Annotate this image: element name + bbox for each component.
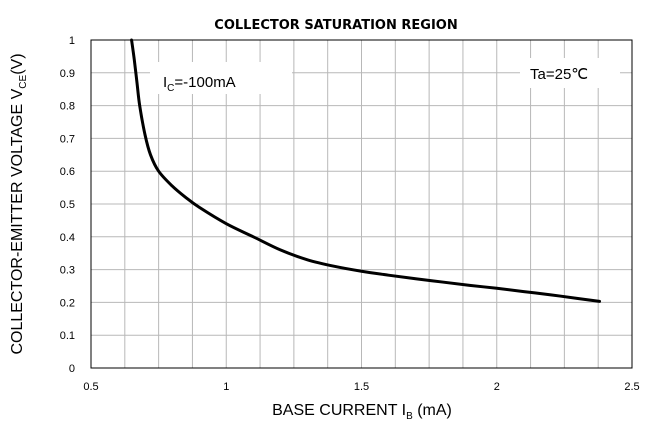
x-axis-label-subscript: B	[406, 411, 413, 422]
ic-annotation-background	[150, 62, 292, 94]
y-tick-label: 0.4	[60, 232, 75, 244]
x-axis-label-unit: (mA)	[413, 402, 452, 419]
ic-annotation-main: I	[163, 74, 167, 91]
y-tick-labels: 0 0.1 0.2 0.3 0.4 0.5 0.6 0.7 0.8 0.9 1	[60, 35, 75, 375]
y-tick-label: 0.9	[60, 68, 75, 80]
y-tick-label: 0.8	[60, 101, 75, 113]
y-axis-label-unit: (V)	[9, 53, 26, 74]
chart-title: COLLECTOR SATURATION REGION	[214, 18, 457, 33]
ta-annotation-background	[520, 58, 620, 88]
series-line	[130, 38, 602, 303]
y-tick-label: 0.6	[60, 166, 75, 178]
y-tick-label: 0.7	[60, 133, 75, 145]
y-tick-label: 0.1	[60, 330, 75, 342]
y-axis-label-main: COLLECTOR-EMITTER VOLTAGE V	[9, 88, 26, 354]
x-tick-label: 0.5	[83, 381, 98, 393]
x-axis-label-main: BASE CURRENT I	[272, 402, 406, 419]
plot-frame	[90, 39, 633, 369]
y-tick-label: 0.3	[60, 265, 75, 277]
y-tick-label: 0.5	[60, 199, 75, 211]
ic-annotation-subscript: C	[167, 83, 174, 94]
x-axis-label: BASE CURRENT IB (mA)	[272, 402, 452, 422]
x-tick-label: 2	[494, 381, 500, 393]
y-tick-label: 1	[69, 35, 75, 47]
x-tick-label: 1	[223, 381, 229, 393]
x-tick-label: 2.5	[624, 381, 639, 393]
ta-annotation: Ta=25℃	[530, 66, 588, 83]
x-tick-label: 1.5	[354, 381, 369, 393]
y-axis-label-subscript: CE	[18, 74, 29, 88]
y-axis-label: COLLECTOR-EMITTER VOLTAGE VCE(V)	[9, 53, 29, 354]
ic-annotation: IC=-100mA	[163, 74, 236, 94]
x-tick-labels: 0.5 1 1.5 2 2.5	[83, 381, 639, 393]
y-tick-label: 0.2	[60, 297, 75, 309]
ic-annotation-rest: =-100mA	[174, 74, 235, 91]
y-tick-label: 0	[69, 363, 75, 375]
